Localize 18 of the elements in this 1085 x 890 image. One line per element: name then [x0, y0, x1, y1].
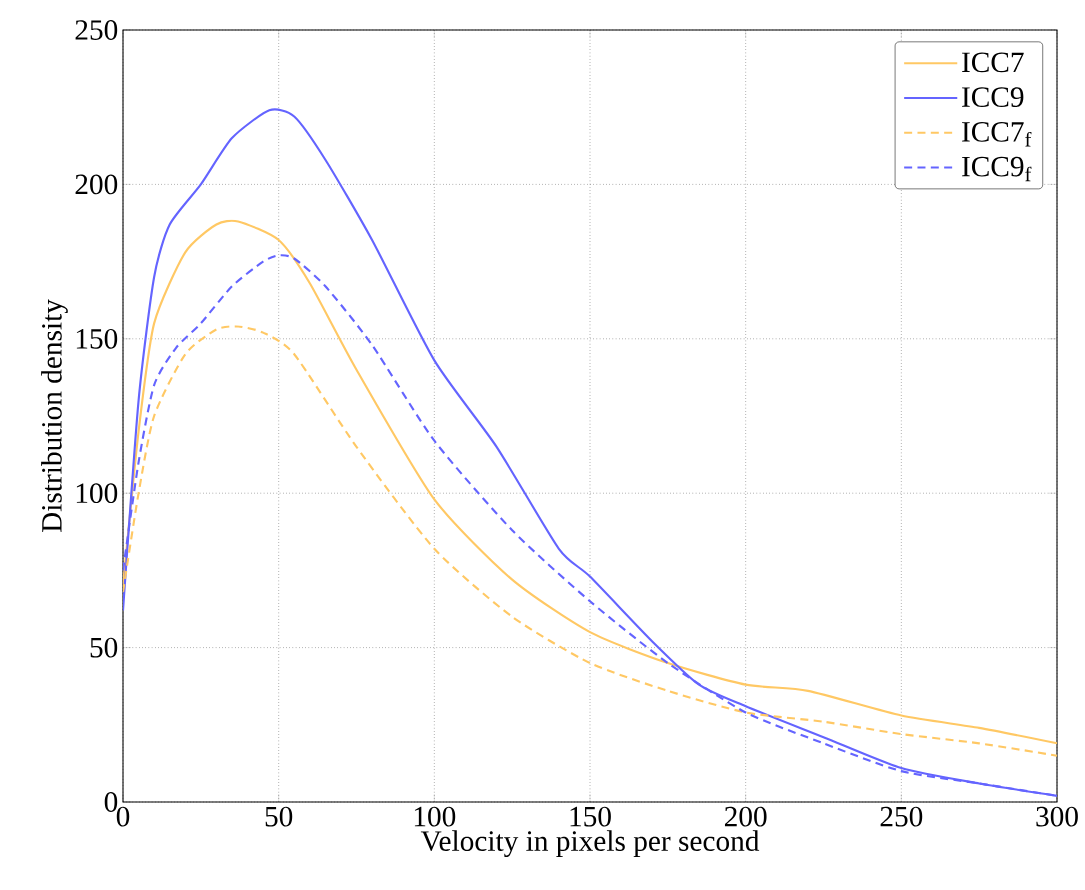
y-axis-title: Distribution density [41, 299, 68, 533]
x-axis-title: Velocity in pixels per second [420, 830, 760, 858]
y-tick-label: 150 [76, 328, 118, 349]
legend-label: ICC9 [962, 87, 1024, 107]
x-tick-label: 150 [570, 806, 611, 827]
x-tick-label: 50 [265, 806, 293, 827]
y-tick-label: 0 [104, 792, 118, 812]
x-tick-label: 250 [880, 806, 923, 827]
x-tick-label: 200 [724, 806, 767, 827]
y-tick-label: 250 [75, 20, 118, 40]
legend-label: ICC9$_{f}$ [962, 156, 1032, 182]
y-tick-label: 50 [90, 637, 118, 658]
x-tick-label: 100 [414, 806, 456, 827]
legend-label: ICC7$_{f}$ [962, 122, 1032, 147]
legend-label: ICC7 [962, 52, 1024, 73]
x-tick-label: 300 [1036, 806, 1078, 827]
y-tick-label: 200 [75, 174, 118, 195]
y-tick-label: 100 [76, 483, 118, 504]
